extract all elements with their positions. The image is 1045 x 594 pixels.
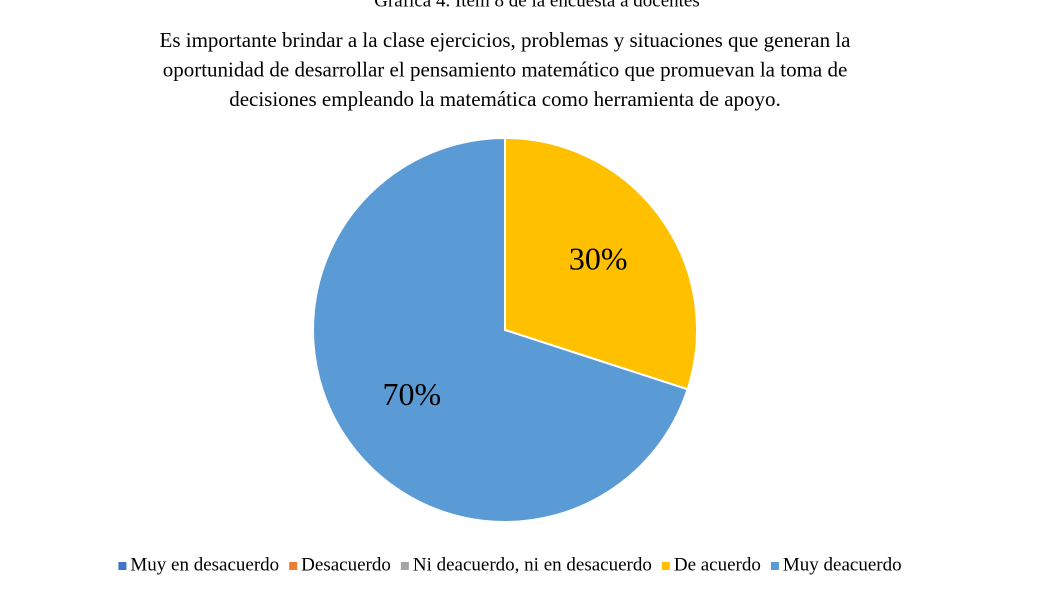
legend-label: Muy en desacuerdo <box>130 554 279 575</box>
legend-swatch <box>289 562 298 570</box>
pie-slice <box>312 136 689 523</box>
data-label: 70% <box>382 376 441 412</box>
chart-title: Es importante brindar a la clase ejercic… <box>160 28 852 52</box>
chart-title: decisiones empleando la matemática como … <box>229 87 781 111</box>
pie-slice <box>504 136 698 391</box>
legend-label: Desacuerdo <box>301 554 391 575</box>
legend-swatch <box>400 562 409 570</box>
legend-swatch <box>661 562 670 570</box>
legend-label: De acuerdo <box>674 554 761 575</box>
legend-label: Muy deacuerdo <box>783 554 902 575</box>
data-label: 30% <box>569 241 628 277</box>
legend-label: Ni deacuerdo, ni en desacuerdo <box>413 554 652 575</box>
chart-title: oportunidad de desarrollar el pensamient… <box>163 57 848 81</box>
legend-swatch <box>118 562 127 570</box>
chart-caption: Gráfica 4. Ítem 8 de la encuesta a docen… <box>374 0 699 11</box>
legend-swatch <box>770 562 779 570</box>
